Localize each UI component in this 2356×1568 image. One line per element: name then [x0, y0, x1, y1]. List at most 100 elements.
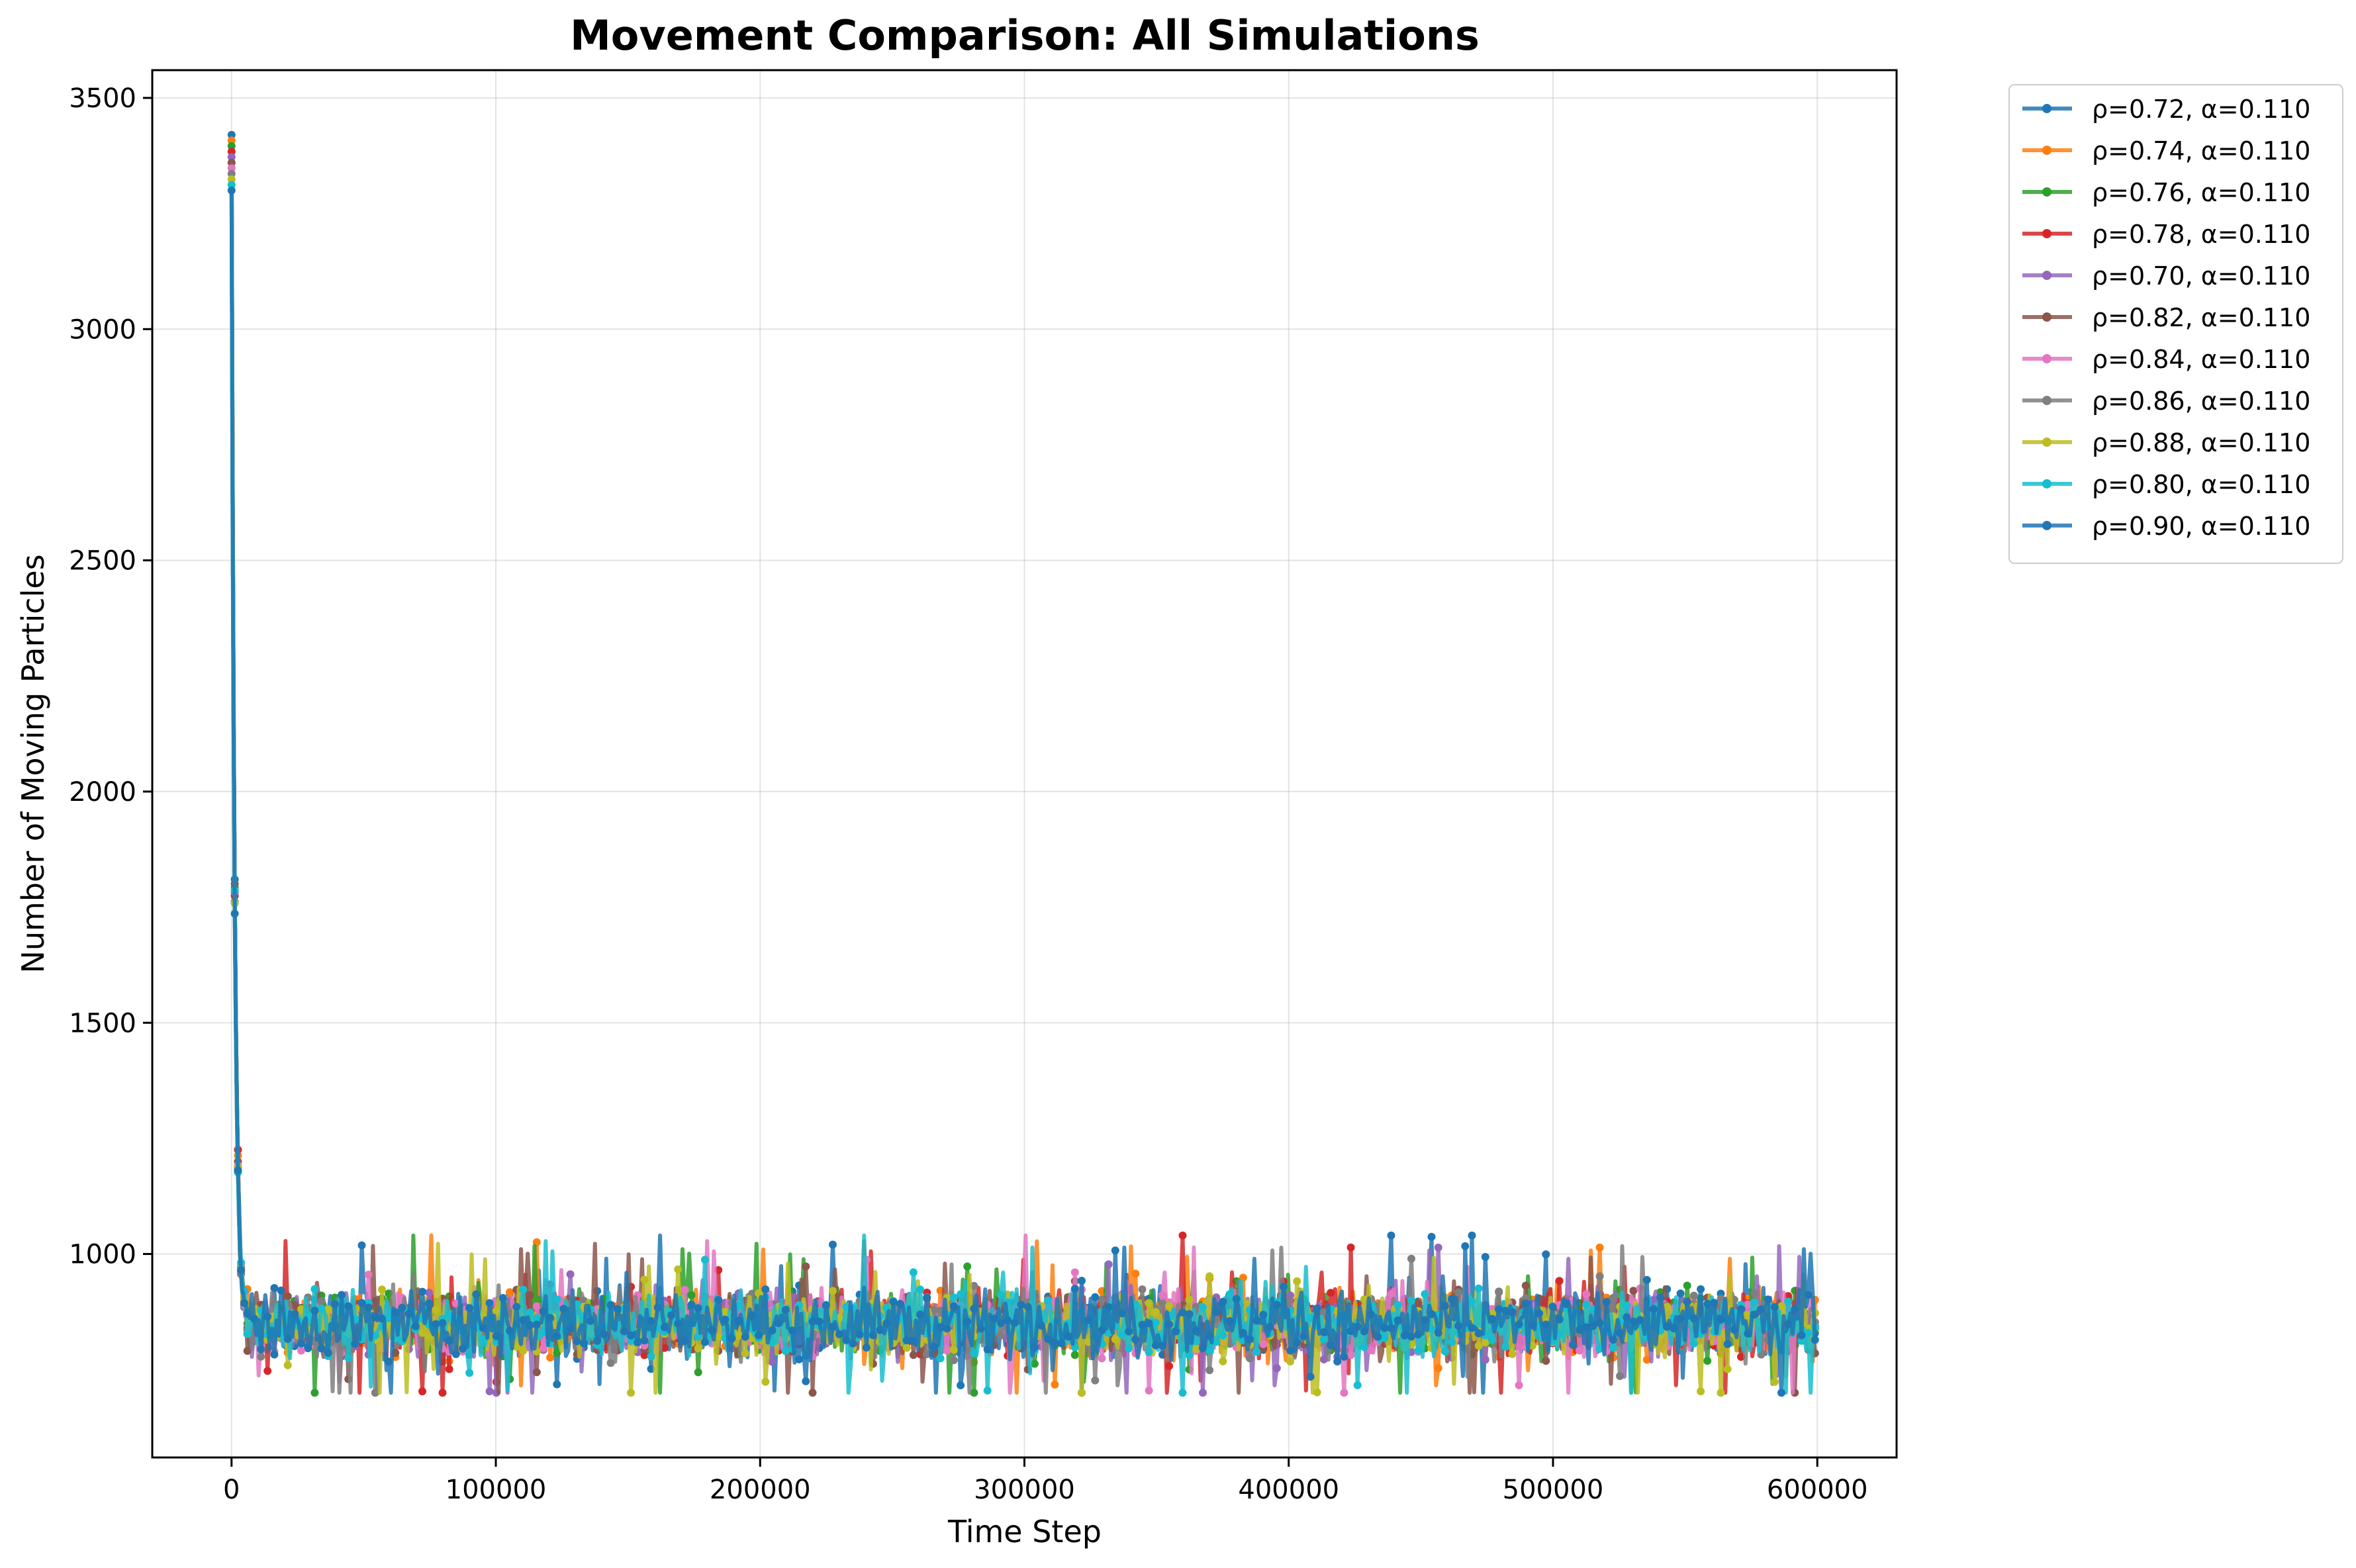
data-point	[1481, 1338, 1489, 1347]
data-point	[855, 1330, 864, 1338]
data-point	[385, 1358, 393, 1366]
data-point	[909, 1268, 918, 1277]
data-point	[324, 1349, 332, 1357]
data-point	[976, 1324, 985, 1333]
data-point	[1770, 1377, 1779, 1386]
legend-swatch-marker	[2042, 146, 2051, 155]
data-point	[1542, 1250, 1550, 1259]
data-point	[492, 1307, 500, 1315]
data-point	[445, 1365, 453, 1373]
data-point	[1481, 1356, 1489, 1364]
data-point	[230, 909, 239, 918]
legend-label: ρ=0.86, α=0.110	[2092, 387, 2310, 416]
data-point	[694, 1344, 702, 1353]
data-point	[283, 1361, 292, 1369]
data-point	[835, 1330, 844, 1338]
data-point	[1582, 1300, 1591, 1309]
data-point	[876, 1326, 884, 1334]
data-point	[573, 1337, 581, 1346]
data-point	[620, 1327, 628, 1336]
data-point	[227, 130, 236, 139]
y-tick-label: 1500	[69, 1008, 136, 1038]
data-point	[344, 1354, 353, 1362]
data-point	[364, 1303, 373, 1312]
data-point	[1697, 1387, 1705, 1396]
data-point	[1757, 1305, 1766, 1314]
data-point	[708, 1326, 716, 1334]
data-point	[227, 186, 236, 195]
data-point	[263, 1367, 272, 1375]
data-point	[949, 1346, 958, 1354]
legend-swatch-marker	[2042, 438, 2051, 447]
data-point	[667, 1311, 675, 1320]
data-point	[227, 142, 236, 150]
data-point	[234, 1166, 242, 1175]
data-point	[1104, 1303, 1113, 1311]
data-point	[1353, 1381, 1362, 1389]
data-point	[257, 1345, 265, 1354]
data-point	[627, 1389, 636, 1397]
data-point	[1797, 1331, 1806, 1340]
data-point	[936, 1323, 945, 1332]
data-point	[1192, 1327, 1200, 1336]
data-point	[553, 1380, 561, 1389]
data-point	[963, 1317, 972, 1326]
data-point	[1542, 1357, 1550, 1365]
data-point	[492, 1332, 500, 1340]
data-point	[1387, 1231, 1395, 1240]
data-point	[1205, 1366, 1214, 1375]
data-point	[1689, 1339, 1698, 1348]
data-point	[310, 1389, 319, 1397]
data-point	[485, 1299, 494, 1307]
data-point	[1165, 1361, 1174, 1370]
data-point	[1582, 1323, 1591, 1332]
data-point	[1293, 1338, 1301, 1347]
legend-swatch-marker	[2042, 479, 2051, 488]
data-point	[371, 1313, 379, 1322]
data-point	[364, 1270, 373, 1279]
data-point	[1501, 1307, 1510, 1315]
data-point	[1057, 1339, 1066, 1348]
data-point	[1272, 1301, 1281, 1309]
data-point	[330, 1300, 339, 1309]
data-point	[1703, 1299, 1712, 1308]
data-point	[512, 1303, 521, 1311]
data-point	[270, 1350, 279, 1359]
data-point	[506, 1288, 514, 1297]
legend-label: ρ=0.88, α=0.110	[2092, 428, 2310, 457]
data-point	[983, 1386, 992, 1395]
data-point	[1642, 1356, 1651, 1364]
data-point	[1165, 1320, 1174, 1328]
data-point	[1609, 1293, 1617, 1302]
data-point	[1319, 1335, 1328, 1344]
data-point	[1636, 1316, 1644, 1324]
data-point	[1387, 1290, 1395, 1299]
data-point	[1468, 1324, 1476, 1332]
data-point	[634, 1338, 642, 1346]
data-point	[1616, 1372, 1625, 1380]
data-point	[923, 1293, 931, 1302]
data-point	[1327, 1341, 1335, 1350]
data-point	[1367, 1310, 1375, 1318]
data-point	[317, 1297, 326, 1305]
data-point	[1138, 1285, 1147, 1293]
data-point	[1683, 1297, 1691, 1306]
data-point	[1239, 1328, 1247, 1337]
data-point	[404, 1309, 413, 1318]
data-point	[674, 1265, 683, 1273]
data-point	[1313, 1388, 1321, 1397]
data-point	[768, 1358, 777, 1366]
data-point	[1158, 1291, 1166, 1299]
legend-swatch-marker	[2042, 271, 2051, 280]
data-point	[1225, 1317, 1234, 1325]
data-point	[425, 1289, 434, 1297]
data-point	[546, 1314, 555, 1322]
data-point	[1670, 1324, 1678, 1332]
legend-swatch-marker	[2042, 396, 2051, 405]
data-point	[909, 1337, 918, 1346]
data-point	[1468, 1297, 1476, 1306]
data-point	[1286, 1346, 1295, 1355]
data-point	[943, 1346, 951, 1355]
data-point	[1306, 1373, 1315, 1381]
data-point	[909, 1351, 918, 1360]
